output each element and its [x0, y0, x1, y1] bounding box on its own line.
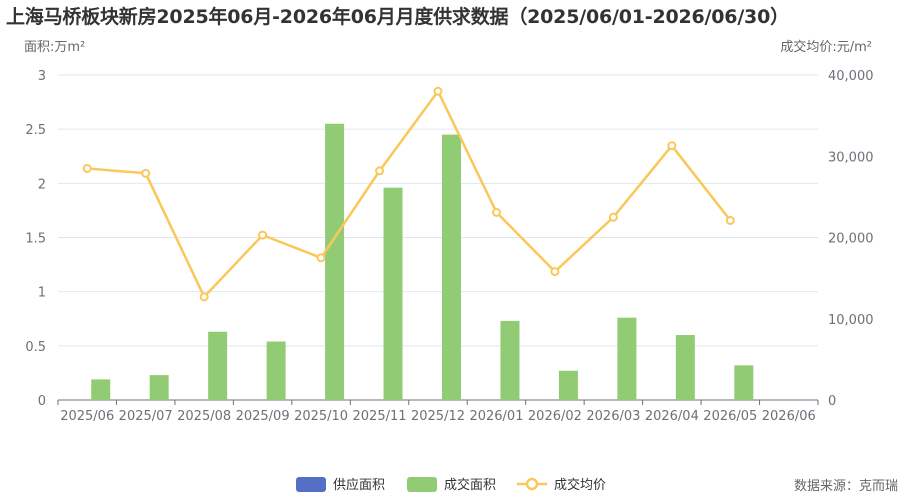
x-tick-label: 2025/12: [411, 409, 465, 424]
price-point: [667, 141, 677, 151]
legend-swatch-marker: [525, 477, 539, 491]
y-right-tick-label: 0: [828, 394, 836, 409]
bar-transaction: [149, 375, 169, 400]
bar-transaction: [500, 320, 520, 400]
price-point: [141, 168, 151, 178]
left-axis-title: 面积:万m²: [24, 40, 85, 55]
x-tick-label: 2026/04: [645, 409, 699, 424]
x-tick-label: 2026/05: [703, 409, 757, 424]
x-tick-label: 2026/03: [586, 409, 640, 424]
x-tick-label: 2025/10: [294, 409, 348, 424]
bar-transaction: [325, 123, 345, 400]
bar-transaction: [266, 341, 286, 400]
x-tick-label: 2026/06: [762, 409, 816, 424]
grid-layer: [58, 74, 818, 401]
y-right-tick-label: 40,000: [828, 69, 874, 84]
y-left-tick-label: 1: [38, 286, 46, 301]
bar-transaction: [442, 134, 461, 401]
price-point: [608, 212, 618, 222]
y-right-tick-label: 10,000: [828, 313, 874, 328]
x-tick-label: 2025/06: [60, 409, 114, 424]
y-left-tick-label: 3: [38, 69, 46, 84]
y-left-tick-label: 2.5: [25, 123, 46, 138]
price-point: [258, 230, 268, 240]
legend-label: 供应面积: [333, 477, 385, 493]
chart-title: 上海马桥板块新房2025年06月-2026年06月月度供求数据（2025/06/…: [6, 6, 789, 28]
legend-label: 成交均价: [554, 477, 606, 493]
bar-transaction: [617, 317, 637, 400]
price-point: [550, 267, 560, 277]
source-note: 数据来源：克而瑞: [793, 479, 898, 494]
y-left-tick-label: 0: [38, 394, 46, 409]
price-point: [82, 163, 92, 173]
bar-transaction: [208, 331, 228, 400]
y-left-tick-label: 0.5: [25, 340, 46, 355]
x-tick-label: 2025/07: [119, 409, 173, 424]
y-left-tick-label: 2: [38, 177, 46, 192]
bar-transaction: [558, 370, 578, 400]
price-point: [316, 253, 326, 263]
x-tick-label: 2025/09: [236, 409, 290, 424]
x-tick-label: 2025/08: [177, 409, 231, 424]
bar-transaction: [383, 187, 403, 400]
x-tick-label: 2026/01: [469, 409, 523, 424]
price-line: [87, 88, 732, 299]
legend-swatch: [407, 477, 437, 492]
price-point: [199, 292, 209, 302]
y-left-tick-label: 1.5: [25, 232, 46, 247]
axis-layer: 面积:万m² 成交均价:元/m² 0 0.5 1 1.5 2 2.5 3 0 10,000 20,…: [24, 39, 874, 424]
bar-transaction: [734, 365, 754, 400]
x-tick-label: 2025/11: [353, 409, 407, 424]
bar-transaction: [675, 335, 695, 400]
price-point: [375, 166, 385, 176]
legend-label: 成交面积: [444, 477, 496, 493]
line-layer: [82, 86, 735, 302]
price-point: [433, 86, 443, 96]
legend[interactable]: 供应面积 成交面积 成交均价: [296, 477, 606, 493]
bar-transaction: [91, 379, 111, 400]
bar-layer: [91, 123, 754, 401]
y-right-tick-label: 30,000: [828, 150, 874, 165]
legend-swatch: [296, 477, 326, 492]
right-axis-title: 成交均价:元/m²: [780, 39, 872, 55]
x-tick-label: 2026/02: [528, 409, 582, 424]
price-point: [491, 207, 501, 217]
y-right-tick-label: 20,000: [828, 232, 874, 247]
price-point: [725, 215, 735, 225]
